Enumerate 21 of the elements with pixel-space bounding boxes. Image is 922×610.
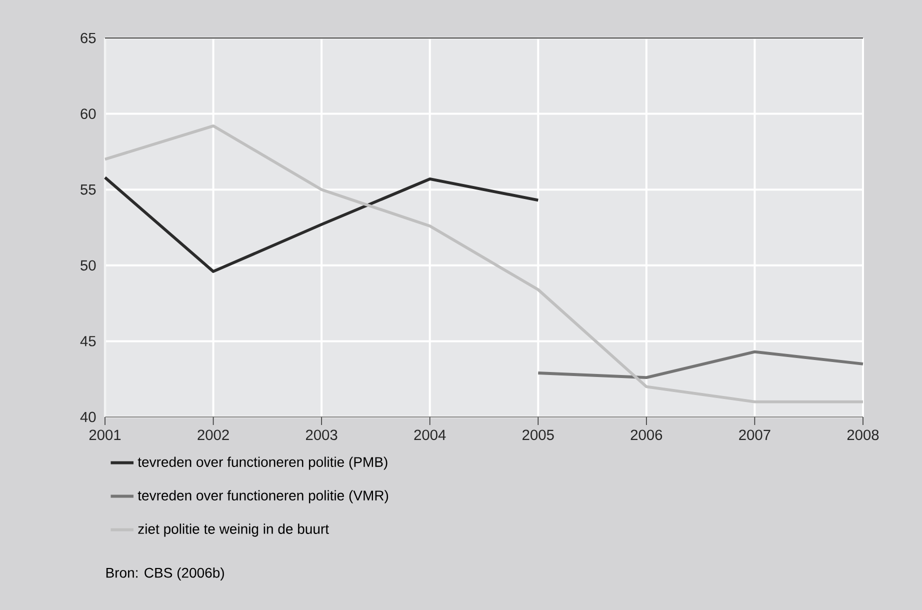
- x-tick-label: 2007: [739, 430, 770, 440]
- y-tick-label: 60: [80, 108, 96, 119]
- x-tick-label: 2006: [630, 430, 662, 440]
- x-tick-label: 2003: [306, 430, 338, 440]
- y-tick-label: 45: [80, 336, 96, 346]
- y-tick-label: 55: [80, 184, 96, 195]
- x-tick-label: 2008: [847, 430, 879, 440]
- y-tick-label: 65: [80, 32, 96, 44]
- x-tick-label: 2001: [89, 430, 121, 440]
- y-tick-label: 40: [80, 412, 96, 422]
- x-tick-label: 2005: [522, 430, 554, 440]
- x-tick-label: 2004: [414, 430, 446, 440]
- legend-label: ziet politie te weinig in de buurt: [138, 524, 329, 537]
- y-tick-label: 50: [80, 260, 96, 271]
- legend-label: tevreden over functioneren politie (VMR): [138, 490, 388, 504]
- x-tick-label: 2002: [198, 430, 229, 440]
- line-series: [536, 350, 864, 380]
- text: Bron: CBS (2006b): [106, 567, 224, 581]
- line-series: [104, 124, 864, 404]
- legend-label: tevreden over functioneren politie (PMB): [138, 456, 388, 470]
- line-series: [104, 176, 540, 273]
